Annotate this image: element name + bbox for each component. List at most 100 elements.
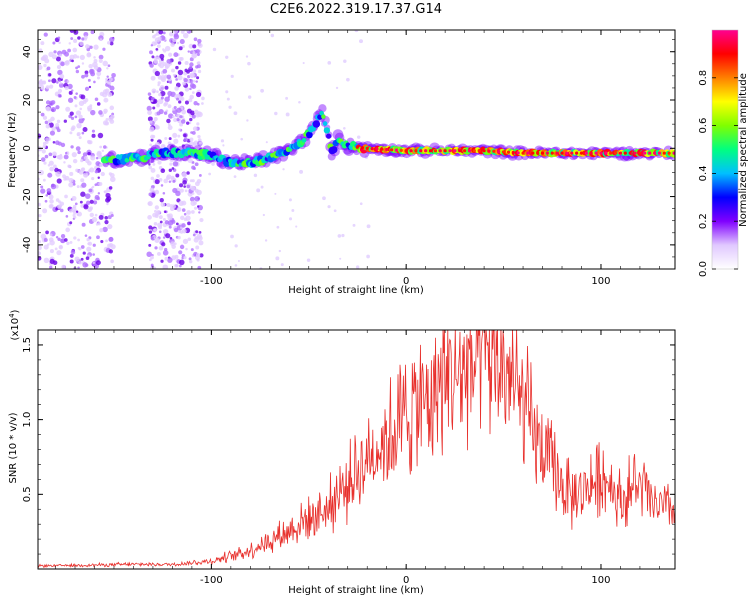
noise-dot (168, 113, 174, 119)
noise-dot (45, 137, 49, 142)
noise-dot (60, 233, 66, 239)
noise-dot (154, 237, 160, 243)
ridge-peak (633, 151, 637, 155)
noise-dot (230, 74, 234, 78)
noise-dot (149, 187, 155, 193)
noise-dot (40, 41, 45, 46)
noise-dot (197, 38, 202, 44)
noise-dot (188, 98, 193, 103)
noise-dot (59, 74, 65, 79)
noise-dot (186, 171, 190, 175)
noise-dot (195, 91, 202, 98)
noise-dot (53, 164, 57, 169)
noise-dot (156, 209, 161, 214)
noise-dot (46, 243, 50, 246)
noise-dot (98, 214, 104, 220)
noise-dot (86, 246, 92, 252)
noise-dot (186, 210, 192, 215)
noise-dot (48, 204, 54, 209)
ridge-peak (467, 149, 472, 153)
noise-dot (162, 250, 169, 256)
noise-dot (164, 256, 169, 261)
noise-dot (99, 38, 103, 42)
noise-dot (71, 151, 77, 158)
noise-dot (76, 185, 80, 189)
noise-dot (156, 90, 159, 94)
noise-dot (164, 45, 171, 52)
noise-dot (58, 41, 61, 44)
noise-dot (198, 231, 202, 234)
ridge-peak (667, 151, 671, 155)
noise-dot (192, 233, 196, 237)
ridge-peak (618, 151, 623, 155)
snr-background (38, 330, 675, 569)
noise-dot (183, 212, 187, 216)
noise-dot (157, 83, 160, 87)
ridge-peak (389, 148, 394, 152)
ridge-peak (584, 151, 588, 155)
noise-dot (151, 88, 157, 94)
noise-dot (59, 53, 63, 57)
noise-dot (79, 107, 83, 111)
noise-dot (195, 252, 201, 258)
noise-dot (276, 225, 280, 229)
noise-dot (102, 226, 108, 233)
noise-dot (64, 51, 69, 57)
noise-dot (299, 169, 304, 174)
noise-dot (102, 60, 109, 67)
colorbar-gradient (712, 30, 738, 269)
spectrogram-x-tick-label: -100 (200, 276, 223, 287)
snr-y-tick-label: 0.5 (22, 486, 33, 502)
noise-dot (198, 141, 203, 145)
noise-dot (56, 81, 59, 84)
noise-dot (197, 134, 201, 139)
noise-dot (56, 250, 62, 256)
noise-dot (282, 168, 285, 171)
noise-dot (57, 88, 63, 93)
noise-dot (107, 92, 113, 97)
noise-dot (184, 68, 188, 73)
ridge-peak (458, 149, 462, 153)
noise-dot (180, 119, 186, 124)
noise-dot (99, 91, 105, 97)
noise-dot (73, 236, 77, 240)
noise-dot (46, 66, 51, 71)
noise-dot (110, 214, 114, 217)
ridge-halo (216, 160, 223, 167)
noise-dot (40, 185, 44, 189)
noise-dot (174, 254, 179, 259)
noise-dot (195, 80, 198, 83)
frequency-y-axis: 40 20 0 -20 -40 (22, 39, 675, 270)
noise-dot (162, 31, 166, 35)
noise-dot (59, 245, 63, 249)
noise-dot (159, 53, 165, 59)
noise-dot (80, 204, 85, 208)
noise-dot (63, 154, 69, 160)
noise-dot (154, 141, 161, 148)
noise-dot (38, 240, 42, 244)
noise-dot (91, 177, 95, 181)
noise-dot (68, 182, 74, 188)
snr-multiplier-label: (x104) (8, 309, 21, 340)
noise-dot (102, 120, 109, 126)
noise-dot (83, 204, 89, 210)
noise-dot (78, 136, 82, 140)
noise-dot (109, 105, 115, 111)
noise-dot (46, 188, 52, 193)
noise-dot (197, 265, 202, 269)
noise-dot (89, 212, 95, 218)
noise-dot (366, 224, 371, 229)
noise-dot (107, 223, 113, 230)
noise-dot (285, 96, 289, 100)
noise-dot (322, 196, 326, 201)
spectrogram-x-tick-label: 100 (591, 276, 610, 287)
noise-dot (359, 202, 363, 206)
noise-dot (59, 81, 62, 85)
noise-dot (170, 241, 175, 247)
ridge-peak (472, 149, 476, 153)
noise-dot (78, 100, 85, 107)
noise-dot (154, 179, 160, 185)
noise-dot (60, 142, 66, 148)
noise-dot (186, 108, 192, 114)
ridge-peak (623, 151, 627, 155)
